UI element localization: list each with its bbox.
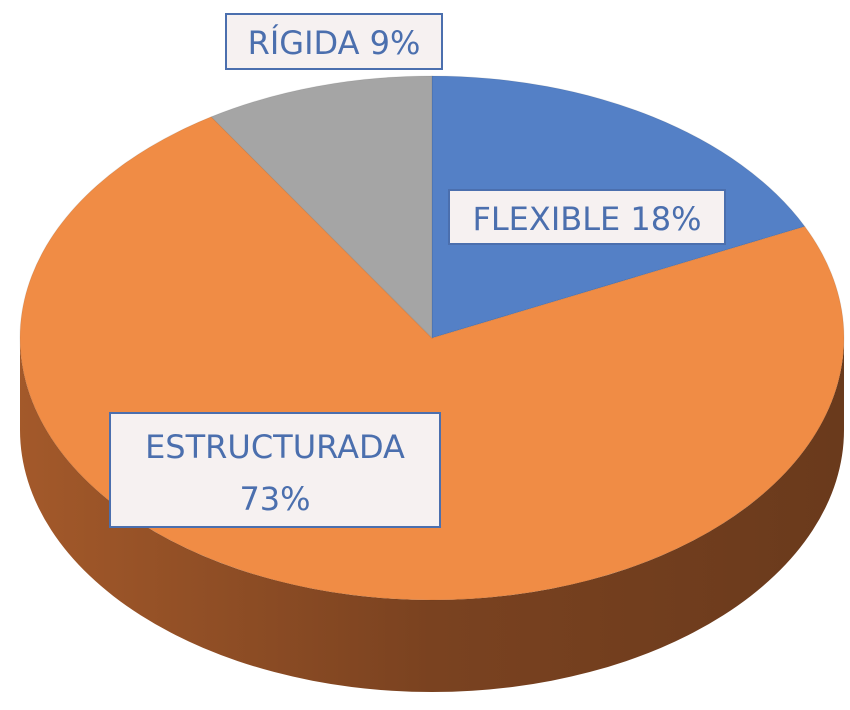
label-box — [109, 412, 441, 528]
pie-side — [20, 338, 844, 692]
label-rigida: RÍGIDA 9% — [225, 13, 443, 70]
label-category: FLEXIBLE — [472, 200, 620, 238]
data-label: FLEXIBLE 18% — [472, 200, 701, 238]
data-label: RÍGIDA 9% — [248, 24, 421, 62]
label-box — [225, 13, 443, 70]
label-value: 9% — [370, 24, 421, 62]
label-flexible: FLEXIBLE 18% — [448, 189, 726, 245]
pie-slice — [210, 75, 433, 340]
pie — [19, 75, 845, 692]
label-category: ESTRUCTURADA — [145, 428, 405, 466]
label-value: 73% — [239, 480, 310, 518]
label-estructurada: ESTRUCTURADA 73% — [109, 412, 441, 528]
label-box — [448, 189, 726, 245]
label-value: 18% — [630, 200, 701, 238]
label-category: RÍGIDA — [248, 24, 360, 62]
